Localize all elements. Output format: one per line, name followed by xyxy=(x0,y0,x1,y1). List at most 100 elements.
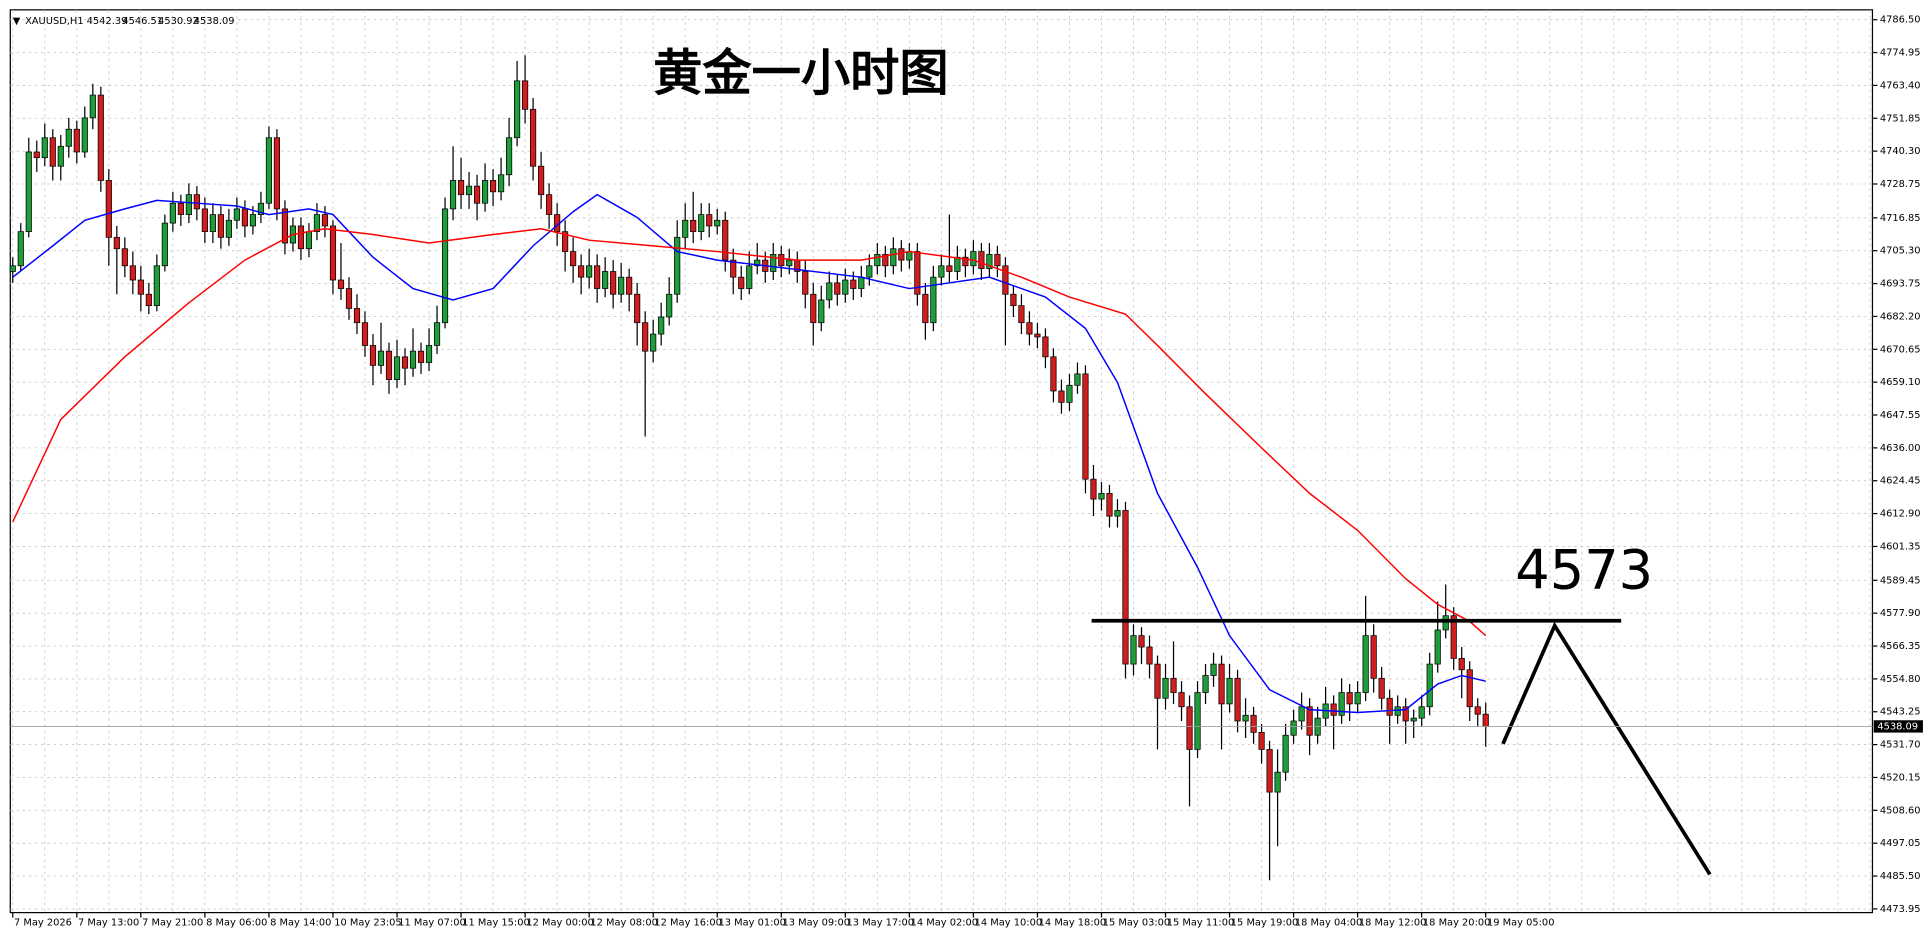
candle-body xyxy=(369,345,377,366)
candle-body xyxy=(329,225,337,281)
y-tick-label: 4636.00 xyxy=(1880,443,1921,454)
candle-body xyxy=(89,94,96,119)
candle-body xyxy=(1058,390,1065,403)
candle-body xyxy=(265,137,273,204)
candle-body xyxy=(1082,373,1089,480)
candle-body xyxy=(97,94,104,181)
candle-body xyxy=(1138,635,1145,648)
candle-body xyxy=(746,265,753,289)
x-tick-label: 13 May 17:00 xyxy=(847,917,915,928)
y-tick-label: 4554.80 xyxy=(1880,674,1921,685)
x-tick-label: 14 May 18:00 xyxy=(1039,917,1107,928)
x-tick-label: 8 May 06:00 xyxy=(206,917,267,928)
candle-body xyxy=(137,279,144,295)
candle-body xyxy=(481,180,489,204)
candle-body xyxy=(1306,706,1313,736)
candle-body xyxy=(1274,771,1281,793)
candle-body xyxy=(962,256,969,267)
candle-body xyxy=(1370,635,1377,679)
candle-body xyxy=(538,165,545,196)
candle-body xyxy=(489,180,497,193)
candle-body xyxy=(1234,677,1241,722)
x-tick-label: 12 May 08:00 xyxy=(590,917,658,928)
level-label: 4573 xyxy=(1515,539,1653,602)
axes: 4786.50 4774.95 4763.40 4751.85 4740.30 4728.… xyxy=(10,15,1923,928)
moving-average xyxy=(12,228,1487,637)
y-tick-label: 4763.40 xyxy=(1880,80,1921,91)
candle-body xyxy=(281,208,289,244)
header-value: 4542.39 xyxy=(87,16,128,27)
y-tick-label: 4670.65 xyxy=(1880,344,1921,355)
candle-body xyxy=(1042,336,1049,358)
candle-body xyxy=(1466,669,1473,708)
candle-body xyxy=(25,151,32,233)
x-tick-label: 8 May 14:00 xyxy=(270,917,331,928)
x-tick-label: 15 May 19:00 xyxy=(1231,917,1299,928)
candle-body xyxy=(497,174,505,193)
candle-body xyxy=(273,137,281,210)
x-tick-label: 18 May 04:00 xyxy=(1295,917,1363,928)
x-tick-label: 10 May 23:05 xyxy=(334,917,402,928)
candle-body xyxy=(682,219,689,238)
candle-body xyxy=(1290,720,1297,736)
candle-body xyxy=(233,208,240,221)
candle-body xyxy=(626,276,633,295)
candle-body xyxy=(321,214,329,227)
candle-body xyxy=(65,128,72,147)
y-tick-label: 4682.20 xyxy=(1880,311,1921,322)
candle-body xyxy=(361,322,369,346)
candle-body xyxy=(1210,663,1217,676)
candle-body xyxy=(1074,373,1081,386)
y-tick-label: 4601.35 xyxy=(1880,541,1921,552)
y-tick-label: 4485.50 xyxy=(1880,871,1921,882)
candle-body xyxy=(1426,663,1433,708)
candle-body xyxy=(874,254,881,267)
candle-body xyxy=(465,185,473,196)
x-tick-label: 7 May 13:00 xyxy=(78,917,139,928)
candle-body xyxy=(169,202,176,224)
candle-body xyxy=(121,248,128,267)
candle-body xyxy=(586,265,593,278)
y-tick-label: 4589.45 xyxy=(1880,575,1921,586)
x-tick-label: 12 May 00:00 xyxy=(526,917,594,928)
candle-body xyxy=(978,251,985,270)
y-tick-label: 4531.70 xyxy=(1880,740,1921,751)
candle-body xyxy=(425,345,433,363)
candle-body xyxy=(449,180,457,210)
candle-body xyxy=(506,137,513,176)
y-tick-label: 4705.30 xyxy=(1880,246,1921,257)
projection-path xyxy=(1501,621,1712,876)
header-arrow: ▼ xyxy=(13,16,21,27)
candle-body xyxy=(1474,706,1481,715)
candle-body xyxy=(658,316,665,335)
candle-body xyxy=(1106,493,1113,517)
moving-averages xyxy=(12,193,1487,714)
candle-body xyxy=(890,248,897,267)
y-tick-label: 4647.55 xyxy=(1880,410,1921,421)
candle-body xyxy=(177,202,184,215)
candle-body xyxy=(185,194,192,215)
candle-body xyxy=(393,356,401,380)
candle-body xyxy=(1226,677,1233,705)
y-tick-label: 4577.90 xyxy=(1880,608,1921,619)
candle-body xyxy=(1090,478,1097,500)
candle-body xyxy=(385,350,393,380)
y-tick-label: 4786.50 xyxy=(1880,15,1921,26)
candle-body xyxy=(1034,333,1041,338)
candle-body xyxy=(433,322,441,346)
candle-body xyxy=(810,293,817,324)
candle-body xyxy=(698,214,705,233)
candle-body xyxy=(33,151,40,159)
y-tick-label: 4520.15 xyxy=(1880,772,1921,783)
candle-body xyxy=(1442,615,1449,631)
candle-body xyxy=(1450,615,1457,659)
candle-body xyxy=(353,308,361,324)
candle-body xyxy=(730,259,737,278)
candle-body xyxy=(1330,703,1337,716)
candle-body xyxy=(842,279,849,295)
candle-body xyxy=(1178,692,1185,708)
x-tick-label: 11 May 07:00 xyxy=(398,917,466,928)
y-tick-label: 4751.85 xyxy=(1880,113,1921,124)
